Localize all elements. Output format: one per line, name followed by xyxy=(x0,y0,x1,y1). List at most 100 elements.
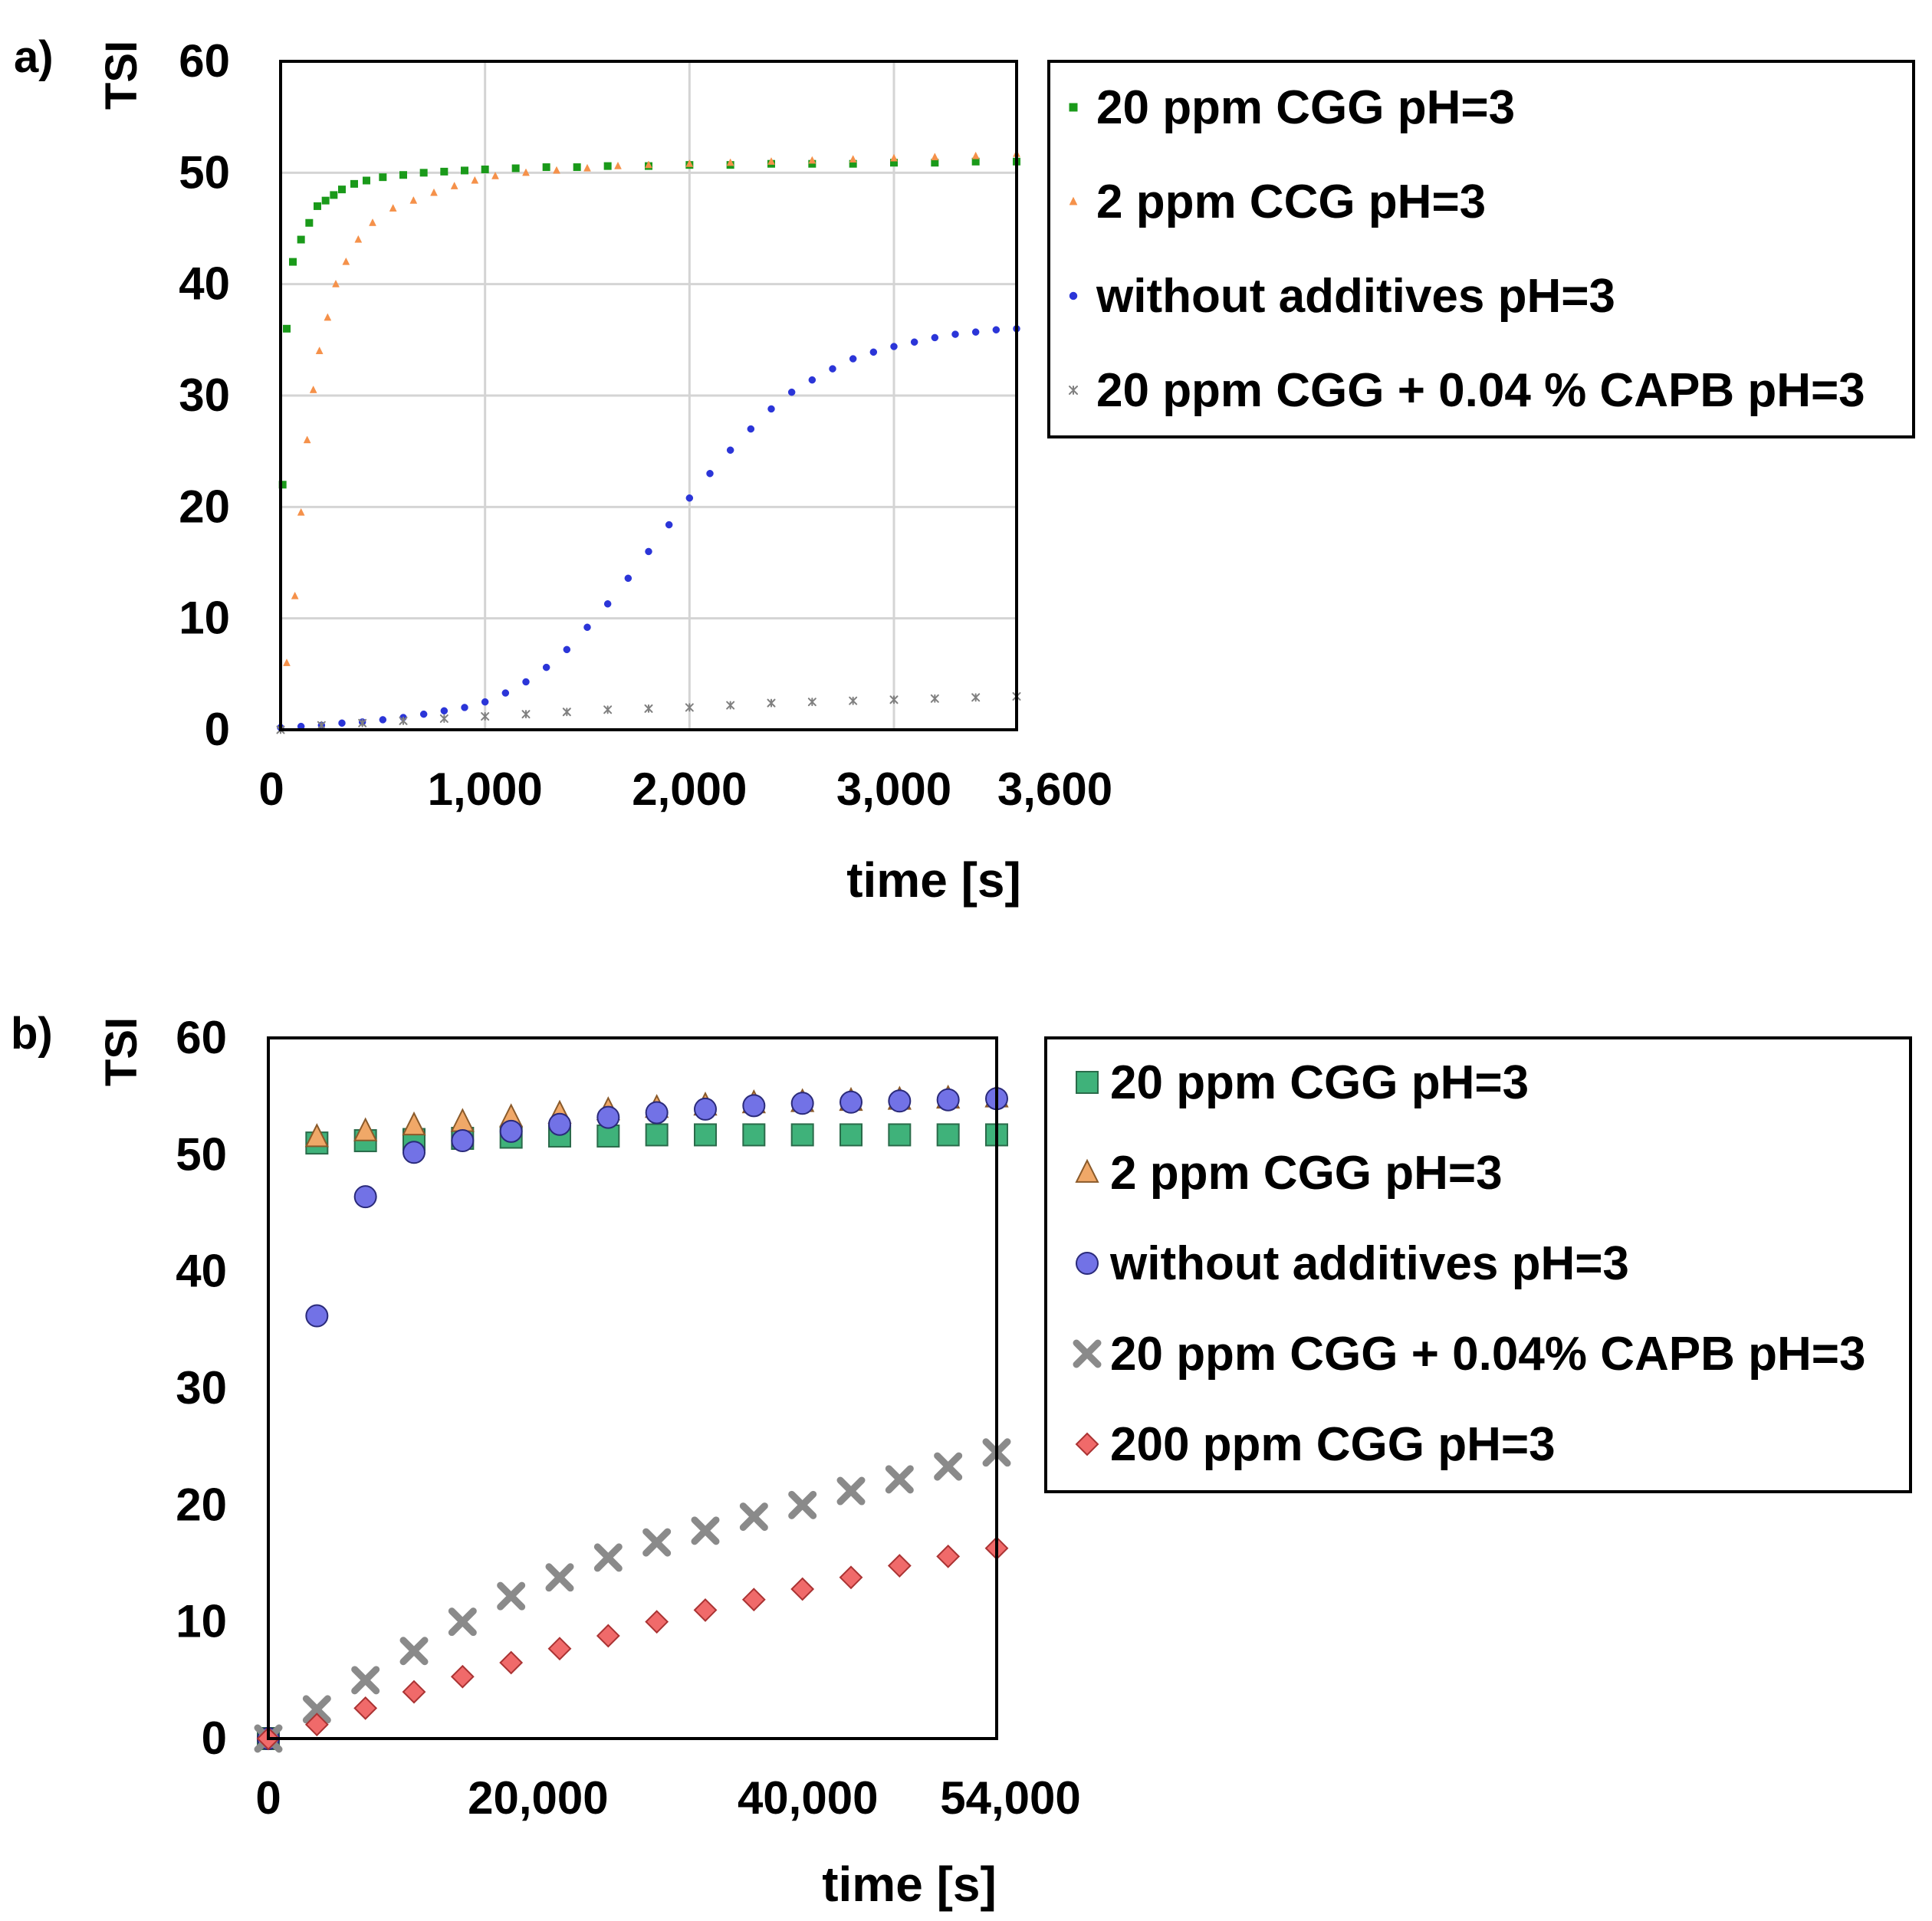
data-point xyxy=(889,695,899,704)
data-point xyxy=(419,169,428,177)
data-point xyxy=(614,161,622,169)
legend-frame-a xyxy=(1047,60,1915,438)
data-point xyxy=(807,698,816,707)
y-tick-label: 10 xyxy=(179,593,230,644)
data-point xyxy=(521,710,531,719)
data-point xyxy=(499,1650,524,1675)
plot-frame-a xyxy=(279,60,1018,731)
data-point xyxy=(849,355,857,363)
data-point xyxy=(992,326,1001,334)
x-tick-label: 3,000 xyxy=(836,763,951,815)
data-point xyxy=(936,1544,961,1568)
data-point xyxy=(645,547,652,556)
data-point xyxy=(440,707,449,715)
data-point xyxy=(461,704,468,711)
data-point xyxy=(603,600,612,608)
data-point xyxy=(645,1123,669,1147)
legend-marker xyxy=(1076,1071,1099,1094)
data-point xyxy=(399,171,407,179)
series-200-ppm-cgg-ph-3 xyxy=(256,1536,1009,1751)
data-point xyxy=(936,1088,960,1112)
data-point xyxy=(726,446,734,454)
chart-b: b) TSI 0 10 20 30 40 50 60 0 20,000 40,000 54,000… xyxy=(11,1009,1912,1912)
panel-label-a: a) xyxy=(14,32,54,82)
data-point xyxy=(354,235,363,243)
data-point xyxy=(890,153,898,162)
data-point xyxy=(369,218,376,226)
legend-label: 20 ppm CGG + 0.04 % CAPB pH=3 xyxy=(1096,364,1865,417)
data-point xyxy=(315,346,324,354)
data-point xyxy=(511,164,520,172)
legend-marker xyxy=(1069,196,1078,205)
legend-items-a: 20 ppm CGG pH=3 2 ppm CCG pH=3 without add… xyxy=(1069,81,1865,417)
data-point xyxy=(402,1680,426,1704)
legend-marker xyxy=(1069,291,1078,300)
data-point xyxy=(685,494,694,502)
data-point xyxy=(888,1123,912,1147)
y-tick-label: 60 xyxy=(176,1012,227,1063)
legend-marker xyxy=(1073,1339,1102,1368)
y-tick-label: 20 xyxy=(176,1479,227,1530)
data-point xyxy=(691,1516,720,1545)
series-2-ppm-ccg-ph-3 xyxy=(283,149,1020,666)
series-without-additives-ph-3 xyxy=(257,1087,1008,1750)
legend-item-2-ppm-ccg-ph-3: 2 ppm CCG pH=3 xyxy=(1069,176,1486,228)
data-point xyxy=(808,156,816,164)
legend-label: 200 ppm CGG pH=3 xyxy=(1110,1418,1556,1471)
data-point xyxy=(742,1123,766,1147)
x-tick-label: 20,000 xyxy=(468,1772,609,1824)
data-point xyxy=(642,1528,672,1557)
x-tick-label: 0 xyxy=(258,763,284,815)
data-point xyxy=(297,507,305,516)
data-point xyxy=(448,1607,477,1637)
data-point xyxy=(471,176,479,184)
data-point xyxy=(693,1598,718,1622)
data-point xyxy=(358,718,367,727)
data-point xyxy=(829,365,836,373)
y-tick-label: 40 xyxy=(176,1246,227,1297)
x-tick-label: 54,000 xyxy=(940,1772,1081,1824)
data-point xyxy=(491,171,499,179)
legend-item-20-ppm-cgg-ph-3: 20 ppm CGG pH=3 xyxy=(1076,1056,1529,1109)
data-point xyxy=(930,694,939,703)
data-point xyxy=(840,1090,863,1114)
chart-a: a) TSI 0 10 20 30 40 50 60 0 1,000 2,000 3,000 3,6… xyxy=(14,32,1915,908)
data-point xyxy=(788,1490,817,1519)
data-point xyxy=(747,425,755,433)
legend-b: 20 ppm CGG pH=3 2 ppm CGG pH=3 without add… xyxy=(1044,1036,1912,1493)
data-point xyxy=(790,1577,815,1601)
data-point xyxy=(501,689,510,697)
data-point xyxy=(353,1185,377,1209)
data-point xyxy=(790,1123,814,1147)
x-axis-label-a: time [s] xyxy=(846,852,1021,908)
data-point xyxy=(787,388,796,396)
x-axis-label-b: time [s] xyxy=(822,1857,997,1912)
legend-item-without-additives-ph-3: without additives pH=3 xyxy=(1069,270,1615,323)
data-point xyxy=(419,710,428,718)
legend-label: without additives pH=3 xyxy=(1096,270,1615,323)
data-point xyxy=(645,1610,669,1634)
y-tick-label: 60 xyxy=(179,35,230,87)
data-point xyxy=(624,574,632,583)
data-point xyxy=(305,1304,329,1328)
data-point xyxy=(353,1696,378,1720)
data-point xyxy=(931,153,939,161)
data-point xyxy=(351,1666,380,1695)
data-point xyxy=(936,1123,960,1147)
data-point xyxy=(767,157,775,165)
data-point xyxy=(726,158,734,166)
data-point xyxy=(303,435,311,444)
data-point xyxy=(481,165,489,173)
data-point xyxy=(399,1637,429,1666)
data-point xyxy=(869,348,878,356)
data-point xyxy=(741,1588,766,1612)
legend-label: 20 ppm CGG pH=3 xyxy=(1096,81,1515,134)
data-point xyxy=(497,1581,526,1611)
data-point xyxy=(971,693,981,702)
data-point xyxy=(317,721,326,730)
data-point xyxy=(836,1476,866,1506)
series-without-additives-ph-3 xyxy=(277,325,1020,731)
x-tick-labels-b: 0 20,000 40,000 54,000 xyxy=(255,1772,1080,1824)
data-point xyxy=(389,204,397,212)
data-point xyxy=(583,623,591,632)
